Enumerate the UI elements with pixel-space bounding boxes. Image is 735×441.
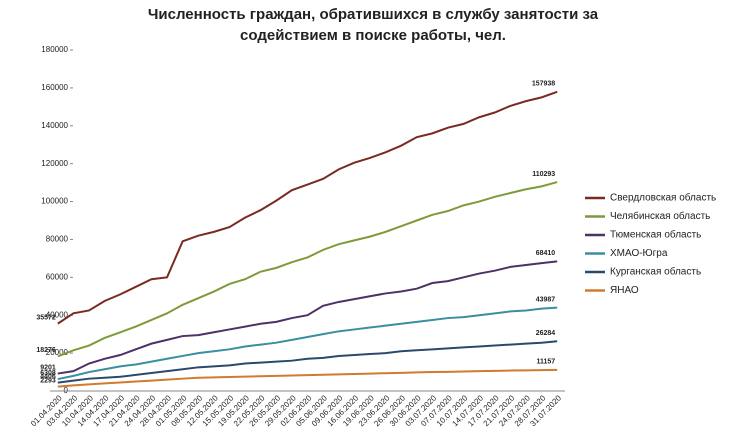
y-tick-label: 180000 [41,45,68,54]
data-label: 26284 [536,330,556,337]
legend-label: ЯНАО [610,285,639,296]
legend-label: Курганская область [610,266,701,278]
data-label: 157938 [532,81,555,88]
chart-title: Численность граждан, обратившихся в служ… [147,6,599,44]
y-tick-label: 160000 [41,83,68,92]
data-label: 68410 [536,250,556,257]
y-tick-label: 80000 [46,235,69,244]
y-tick-label: 60000 [46,272,69,281]
legend-label: Тюменская область [610,229,701,241]
series-line [57,340,558,384]
legend-label: ХМАО-Югра [610,248,668,259]
data-label: 2293 [40,377,56,384]
series-line [57,181,558,358]
data-label: 6308 [40,370,56,377]
legend-label: Челябинская область [610,210,710,222]
data-label: 43987 [536,297,556,304]
series-line [57,306,558,381]
series-line [57,260,558,375]
data-label: 9201 [40,364,56,371]
y-tick-label: 100000 [41,197,68,206]
y-tick-label: 40000 [46,310,69,319]
data-label: 35572 [36,314,56,321]
data-label: 4406 [40,373,56,380]
series-line [57,90,558,325]
y-tick-label: 140000 [41,121,68,130]
legend-label: Свердловская область [610,192,716,204]
data-label: 18276 [36,347,56,354]
y-tick-label: 120000 [41,159,68,168]
y-tick-label: 20000 [46,348,69,357]
data-label: 11157 [536,359,555,366]
series-line [57,368,558,388]
data-label: 110293 [532,171,555,178]
